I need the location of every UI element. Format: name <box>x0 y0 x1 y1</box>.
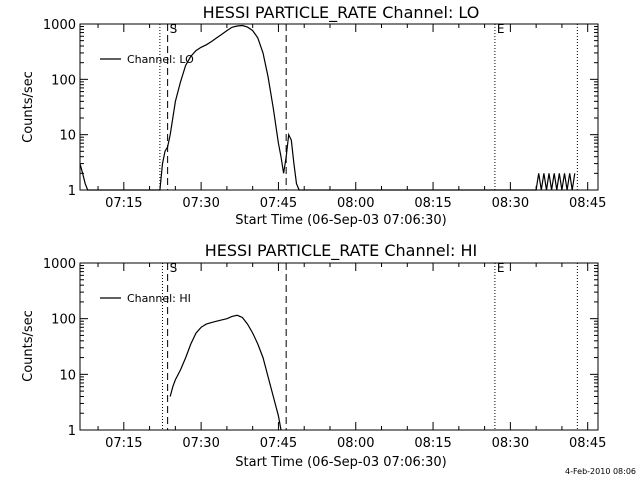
y-tick-label: 1000 <box>43 18 76 33</box>
x-tick-label: 08:15 <box>414 436 451 451</box>
date-stamp: 4-Feb-2010 08:06 <box>565 467 636 476</box>
x-tick-label: 08:00 <box>337 196 374 211</box>
y-tick-label: 10 <box>59 368 76 383</box>
x-axis-label: Start Time (06-Sep-03 07:06:30) <box>235 213 446 228</box>
x-axis-label: Start Time (06-Sep-03 07:06:30) <box>235 455 446 470</box>
x-tick-label: 07:45 <box>260 196 297 211</box>
y-tick-label: 1 <box>68 424 76 439</box>
x-tick-label: 07:30 <box>182 436 219 451</box>
x-tick-label: 08:15 <box>414 196 451 211</box>
panel-lo: HESSI PARTICLE_RATE Channel: LO Counts/s… <box>21 3 606 228</box>
x-tick-label: 08:30 <box>492 196 529 211</box>
start-marker-label: S <box>170 261 178 275</box>
y-axis-label: Counts/sec <box>21 71 36 143</box>
legend-label: Channel: HI <box>127 292 191 305</box>
x-tick-label: 07:30 <box>182 196 219 211</box>
panel-hi: HESSI PARTICLE_RATE Channel: HI Counts/s… <box>21 241 606 470</box>
x-tick-label: 08:45 <box>569 196 606 211</box>
x-tick-label: 07:45 <box>260 436 297 451</box>
y-tick-label: 1000 <box>43 257 76 272</box>
series-line <box>79 24 576 191</box>
y-tick-label: 100 <box>51 73 76 88</box>
chart-title: HESSI PARTICLE_RATE Channel: LO <box>203 3 480 23</box>
legend-label: Channel: LO <box>127 53 194 66</box>
y-tick-label: 1 <box>68 184 76 199</box>
y-axis-label: Counts/sec <box>21 310 36 382</box>
plot-frame <box>79 23 599 191</box>
plot-frame <box>79 262 599 431</box>
x-tick-label: 08:45 <box>569 436 606 451</box>
x-tick-label: 07:15 <box>105 436 142 451</box>
x-tick-label: 07:15 <box>105 196 142 211</box>
x-tick-label: 08:30 <box>492 436 529 451</box>
y-tick-label: 10 <box>59 129 76 144</box>
x-tick-label: 08:00 <box>337 436 374 451</box>
end-marker-label: E <box>497 22 505 36</box>
start-marker-label: S <box>170 22 178 36</box>
end-marker-label: E <box>497 261 505 275</box>
series-line <box>169 314 282 431</box>
y-tick-label: 100 <box>51 313 76 328</box>
chart-title: HESSI PARTICLE_RATE Channel: HI <box>205 241 478 261</box>
